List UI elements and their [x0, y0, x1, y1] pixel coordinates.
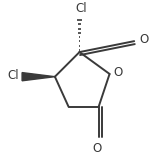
Text: Cl: Cl [75, 2, 87, 15]
Text: O: O [140, 33, 149, 46]
Text: O: O [114, 66, 123, 79]
Polygon shape [22, 73, 55, 81]
Text: Cl: Cl [8, 69, 19, 82]
Text: O: O [93, 142, 102, 155]
